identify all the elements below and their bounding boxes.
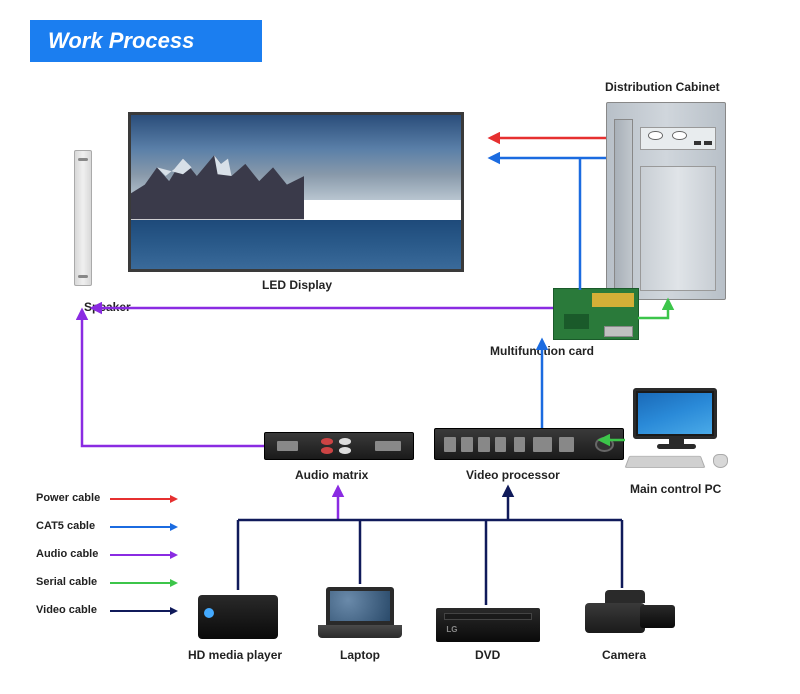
laptop-label: Laptop [340,648,380,662]
legend-label: Serial cable [36,576,97,588]
legend-line [110,498,170,500]
distribution-cabinet-label: Distribution Cabinet [605,80,720,94]
legend-line [110,554,170,556]
title-bar: Work Process [30,20,262,62]
led-display [128,112,464,272]
distribution-cabinet [606,102,726,300]
audio-matrix-label: Audio matrix [295,468,368,482]
multifunction-card [553,288,639,340]
audio-matrix [264,432,414,460]
speaker [74,150,92,286]
legend-line [110,526,170,528]
dvd: LG [436,608,540,642]
legend-line [110,582,170,584]
legend-label: Audio cable [36,548,98,560]
speaker-label: Speaker [84,300,131,314]
main-control-pc [625,388,730,473]
hd-media-player-label: HD media player [188,648,282,662]
legend-arrow-icon [170,607,178,615]
title-text: Work Process [48,28,194,54]
hd-media-player [198,595,278,639]
camera-label: Camera [602,648,646,662]
camera [575,590,675,640]
laptop [318,587,402,641]
legend-label: Power cable [36,492,100,504]
legend-arrow-icon [170,495,178,503]
legend-label: Video cable [36,604,97,616]
legend-line [110,610,170,612]
video-processor [434,428,624,460]
led-display-label: LED Display [262,278,332,292]
legend-arrow-icon [170,551,178,559]
legend-arrow-icon [170,579,178,587]
legend-label: CAT5 cable [36,520,95,532]
multifunction-card-label: Multifunction card [490,344,594,358]
legend-arrow-icon [170,523,178,531]
main-control-pc-label: Main control PC [630,482,721,496]
dvd-label: DVD [475,648,500,662]
video-processor-label: Video processor [466,468,560,482]
